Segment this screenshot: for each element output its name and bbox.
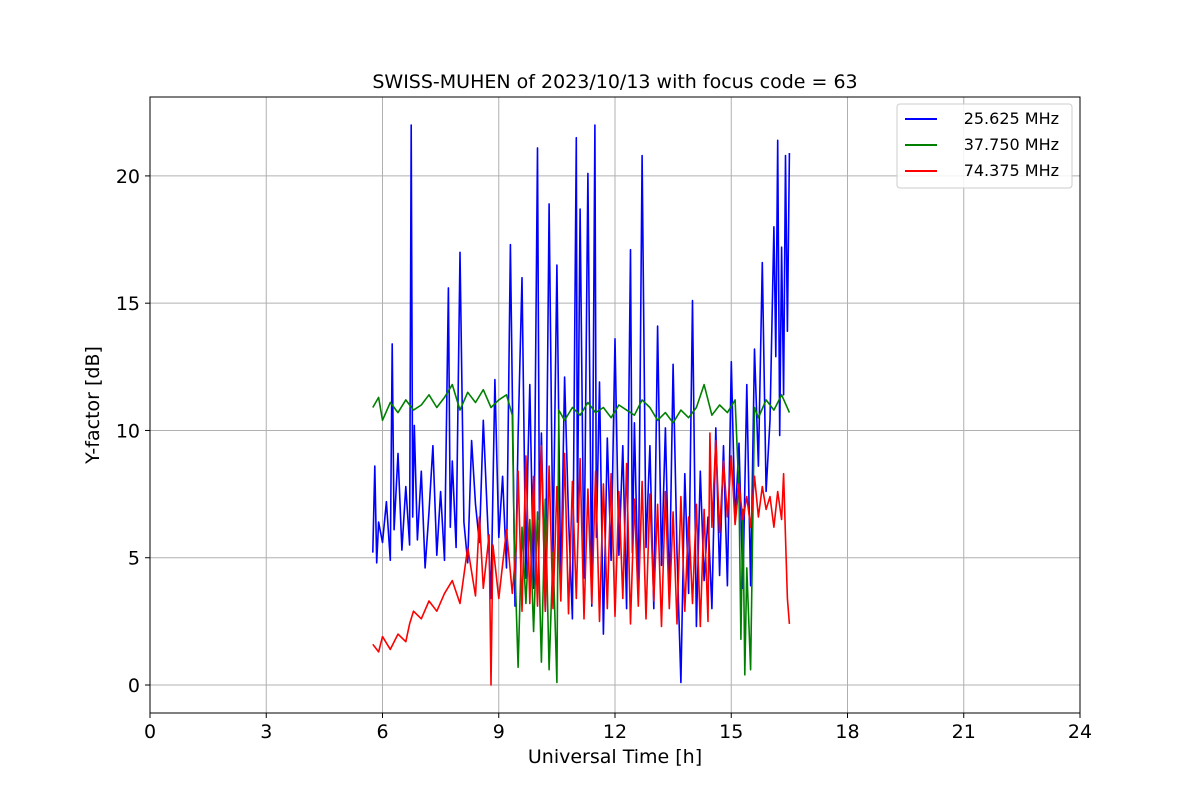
x-tick-label: 9 [493, 721, 505, 743]
legend-label: 25.625 MHz [964, 109, 1059, 128]
series-line-2 [372, 383, 791, 684]
x-tick-label: 15 [719, 721, 743, 743]
legend: 25.625 MHz 37.750 MHz 74.375 MHz [896, 103, 1073, 189]
legend-label: 74.375 MHz [964, 161, 1059, 180]
legend-label: 37.750 MHz [964, 135, 1059, 154]
x-tick-label: 12 [603, 721, 627, 743]
y-tick-label: 20 [116, 166, 140, 188]
x-tick-label: 3 [260, 721, 272, 743]
y-tick-label: 5 [128, 548, 140, 570]
axis-ticks: 0 3 6 9 12 15 18 21 24 0 5 10 15 20 [116, 166, 1092, 743]
legend-box [896, 103, 1073, 189]
chart-title: SWISS-MUHEN of 2023/10/13 with focus cod… [372, 71, 857, 93]
x-tick-label: 6 [376, 721, 388, 743]
x-tick-label: 0 [144, 721, 156, 743]
x-tick-label: 18 [835, 721, 859, 743]
y-tick-label: 15 [116, 293, 140, 315]
y-tick-label: 0 [128, 675, 140, 697]
y-axis-label: Y-factor [dB] [82, 346, 104, 465]
x-axis-label: Universal Time [h] [528, 746, 702, 768]
x-tick-label: 21 [952, 721, 976, 743]
series-line-3 [372, 432, 791, 686]
x-tick-label: 24 [1068, 721, 1092, 743]
series-lines [372, 124, 791, 686]
series-line-1 [372, 124, 791, 684]
y-tick-label: 10 [116, 420, 140, 442]
